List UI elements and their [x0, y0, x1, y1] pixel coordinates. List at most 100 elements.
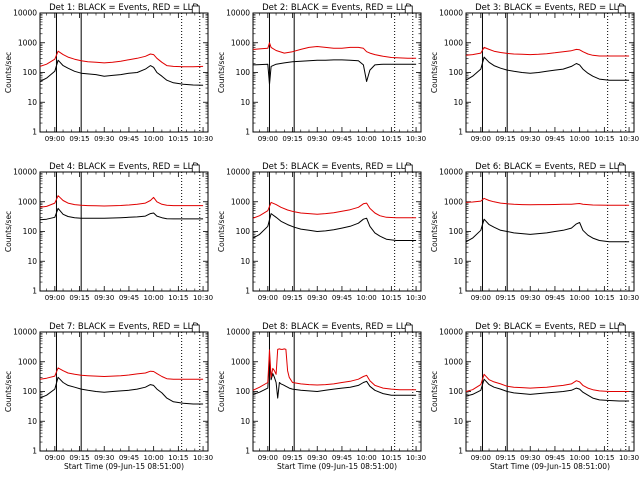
- panel-det-4: Det 4: BLACK = Events, RED = LLD11010010…: [4, 162, 213, 302]
- x-axis-label: Start Time (09-Jun-15 08:51:00): [277, 462, 397, 471]
- y-axis-label: Counts/sec: [217, 211, 226, 252]
- y-tick-label: 100: [23, 227, 38, 236]
- series-line-events: [253, 357, 416, 399]
- x-tick-label: 10:15: [381, 135, 401, 143]
- series-line-events: [466, 57, 629, 80]
- panel-det-9: Det 9: BLACK = Events, RED = LLD11010010…: [430, 322, 639, 471]
- x-tick-label: 09:15: [282, 294, 302, 302]
- x-tick-label: 09:15: [69, 135, 89, 143]
- x-tick-label: 09:30: [307, 294, 327, 302]
- y-axis-label: Counts/sec: [4, 371, 13, 412]
- y-axis-label: Counts/sec: [4, 211, 13, 252]
- y-axis-label: Counts/sec: [217, 371, 226, 412]
- x-tick-label: 09:15: [495, 294, 515, 302]
- y-tick-label: 100: [23, 68, 38, 77]
- x-tick-label: 09:30: [307, 135, 327, 143]
- panel-title: Det 9: BLACK = Events, RED = LLD: [475, 322, 625, 332]
- x-tick-label: 10:15: [168, 454, 188, 462]
- x-tick-label: 10:15: [168, 294, 188, 302]
- y-tick-label: 1000: [231, 357, 250, 366]
- series-line-events: [253, 60, 416, 84]
- x-tick-label: 09:00: [258, 294, 278, 302]
- x-tick-label: 10:00: [570, 294, 590, 302]
- x-tick-label: 09:15: [69, 294, 89, 302]
- panel-det-5: Det 5: BLACK = Events, RED = LLD11010010…: [217, 162, 426, 302]
- plot-frame: [466, 13, 634, 132]
- x-tick-label: 10:30: [193, 294, 213, 302]
- y-tick-label: 10000: [13, 9, 37, 18]
- x-tick-label: 09:30: [307, 454, 327, 462]
- y-tick-label: 10000: [13, 328, 37, 337]
- x-tick-label: 10:15: [381, 294, 401, 302]
- x-tick-label: 10:15: [594, 294, 614, 302]
- panel-marker-box: [405, 6, 412, 13]
- x-tick-label: 09:45: [332, 135, 352, 143]
- series-line-lld: [466, 374, 629, 391]
- panel-marker-box: [192, 325, 199, 332]
- y-tick-label: 10000: [439, 168, 463, 177]
- x-tick-label: 09:15: [495, 454, 515, 462]
- y-tick-label: 1: [458, 287, 463, 296]
- x-tick-label: 09:00: [258, 135, 278, 143]
- y-tick-label: 10000: [439, 9, 463, 18]
- panel-title: Det 7: BLACK = Events, RED = LLD: [49, 322, 199, 332]
- x-tick-label: 09:00: [258, 454, 278, 462]
- x-tick-label: 09:45: [119, 454, 139, 462]
- x-tick-label: 09:30: [520, 454, 540, 462]
- x-tick-label: 10:00: [144, 135, 164, 143]
- plot-frame: [40, 13, 208, 132]
- panel-marker-box: [618, 165, 625, 172]
- x-tick-label: 09:45: [545, 135, 565, 143]
- x-tick-label: 09:00: [45, 294, 65, 302]
- x-tick-label: 09:00: [471, 135, 491, 143]
- x-tick-label: 09:45: [545, 454, 565, 462]
- x-tick-label: 09:45: [332, 454, 352, 462]
- series-line-events: [40, 377, 203, 404]
- y-tick-label: 1: [245, 128, 250, 137]
- x-tick-label: 10:30: [193, 135, 213, 143]
- panel-det-7: Det 7: BLACK = Events, RED = LLD11010010…: [4, 322, 213, 471]
- panel-title: Det 4: BLACK = Events, RED = LLD: [49, 162, 199, 172]
- y-tick-label: 1000: [231, 38, 250, 47]
- x-tick-label: 09:30: [520, 135, 540, 143]
- x-tick-label: 09:45: [545, 294, 565, 302]
- y-tick-label: 1: [458, 128, 463, 137]
- x-tick-label: 09:15: [495, 135, 515, 143]
- x-tick-label: 09:00: [471, 294, 491, 302]
- panel-title: Det 2: BLACK = Events, RED = LLD: [262, 3, 412, 13]
- series-line-lld: [253, 349, 416, 390]
- y-tick-label: 10000: [439, 328, 463, 337]
- y-axis-label: Counts/sec: [4, 52, 13, 93]
- y-tick-label: 10: [453, 417, 463, 426]
- series-line-lld: [40, 51, 203, 67]
- panel-marker-box: [618, 325, 625, 332]
- series-line-events: [466, 219, 629, 242]
- series-line-lld: [40, 196, 203, 208]
- panel-title: Det 1: BLACK = Events, RED = LLD: [49, 3, 199, 13]
- y-tick-label: 10000: [226, 168, 250, 177]
- x-tick-label: 10:30: [406, 135, 426, 143]
- x-tick-label: 09:45: [332, 294, 352, 302]
- plot-frame: [40, 332, 208, 451]
- panel-title: Det 3: BLACK = Events, RED = LLD: [475, 3, 625, 13]
- x-tick-label: 09:15: [69, 454, 89, 462]
- panel-det-8: Det 8: BLACK = Events, RED = LLD11010010…: [217, 322, 426, 471]
- y-tick-label: 10000: [226, 9, 250, 18]
- x-tick-label: 09:30: [94, 135, 114, 143]
- y-tick-label: 10: [240, 257, 250, 266]
- panel-title: Det 8: BLACK = Events, RED = LLD: [262, 322, 412, 332]
- panel-title: Det 6: BLACK = Events, RED = LLD: [475, 162, 625, 172]
- panel-title: Det 5: BLACK = Events, RED = LLD: [262, 162, 412, 172]
- plot-frame: [253, 172, 421, 291]
- x-tick-label: 10:00: [570, 135, 590, 143]
- x-tick-label: 10:15: [168, 135, 188, 143]
- x-tick-label: 09:00: [45, 454, 65, 462]
- series-line-events: [466, 379, 629, 401]
- y-tick-label: 1: [245, 287, 250, 296]
- x-tick-label: 10:00: [357, 454, 377, 462]
- x-tick-label: 09:15: [282, 454, 302, 462]
- x-axis-label: Start Time (09-Jun-15 08:51:00): [490, 462, 610, 471]
- x-tick-label: 10:30: [406, 454, 426, 462]
- x-tick-label: 10:30: [619, 294, 639, 302]
- y-tick-label: 1000: [18, 197, 37, 206]
